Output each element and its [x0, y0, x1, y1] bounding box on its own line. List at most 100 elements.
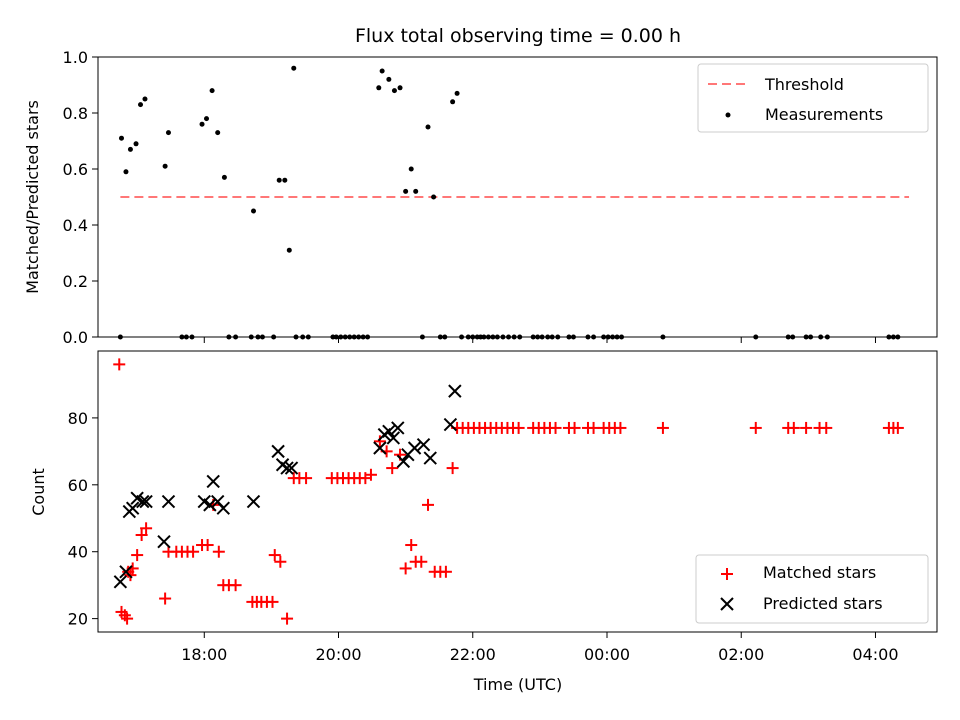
measurement-point [808, 334, 814, 340]
measurement-point [183, 334, 189, 340]
predicted-star-marker [386, 431, 401, 445]
measurement-point [282, 177, 288, 183]
matched-star-marker [656, 421, 669, 434]
measurement-point [803, 334, 809, 340]
matched-star-marker [268, 549, 281, 562]
measurement-point [566, 334, 572, 340]
measurement-point [619, 334, 625, 340]
measurement-point [376, 85, 382, 91]
measurement-point [338, 334, 344, 340]
measurement-point [391, 88, 397, 94]
predicted-star-marker [373, 441, 387, 455]
measurement-point [133, 141, 139, 147]
measurement-point [494, 334, 500, 340]
bottom-x-tick-label: 20:00 [315, 645, 361, 664]
measurement-point [386, 76, 392, 82]
matched-star-marker [568, 421, 581, 434]
measurement-point [259, 334, 265, 340]
measurement-point [785, 334, 791, 340]
predicted-star-marker [382, 424, 396, 438]
measurement-point [585, 334, 591, 340]
legend-threshold-label: Threshold [764, 75, 844, 94]
measurement-point [481, 334, 487, 340]
measurement-point [570, 334, 576, 340]
measurement-point [142, 96, 148, 102]
measurement-point [450, 99, 456, 105]
matched-star-marker [800, 421, 813, 434]
bottom-legend-box [695, 554, 929, 624]
top-legend: Threshold Measurements [697, 63, 929, 133]
measurement-point [511, 334, 517, 340]
top-y-axis-title: Matched/Predicted stars [23, 100, 42, 294]
predicted-star-marker [271, 444, 285, 459]
bottom-y-tick-label: 20 [68, 610, 88, 629]
bottom-y-tick-label: 40 [68, 543, 88, 562]
predicted-stars-series [113, 384, 462, 589]
matched-star-marker [549, 421, 562, 434]
measurement-point [413, 188, 419, 194]
measurement-point [408, 166, 414, 172]
matched-star-marker [212, 545, 225, 558]
measurement-point [189, 334, 195, 340]
matched-star-marker [159, 592, 172, 605]
measurement-point [790, 334, 796, 340]
measurement-point [123, 169, 129, 175]
legend-matched-label: Matched stars [763, 563, 876, 582]
bottom-x-axis-title: Time (UTC) [473, 675, 562, 694]
predicted-star-marker [443, 417, 458, 432]
measurement-point [233, 334, 239, 340]
matched-star-marker [266, 595, 279, 608]
measurement-point [660, 334, 666, 340]
matched-star-marker [405, 539, 418, 552]
bottom-x-tick-label: 04:00 [852, 645, 898, 664]
measurement-point [127, 146, 133, 152]
matched-star-marker [787, 421, 800, 434]
measurement-point [248, 334, 254, 340]
matched-star-marker [415, 555, 428, 568]
matched-star-marker [187, 545, 200, 558]
measurement-point [118, 135, 124, 141]
matched-star-marker [373, 435, 386, 448]
predicted-star-marker [448, 384, 462, 398]
measurement-point [506, 334, 512, 340]
predicted-star-marker [113, 575, 128, 589]
measurement-point [365, 334, 371, 340]
measurement-point [465, 334, 471, 340]
matched-star-marker [891, 421, 904, 434]
measurement-point [271, 334, 277, 340]
matched-star-marker [121, 612, 134, 625]
predicted-star-marker [280, 461, 294, 475]
top-y-tick-label: 0.8 [63, 104, 88, 123]
measurement-point [824, 334, 830, 340]
top-y-tick-label: 0.6 [63, 160, 88, 179]
bottom-plot-area [97, 350, 938, 633]
measurement-point [753, 334, 759, 340]
measurement-point [890, 334, 896, 340]
measurement-point [291, 65, 297, 71]
measurement-point [286, 247, 292, 253]
measurement-point [442, 334, 448, 340]
predicted-star-marker [139, 494, 153, 509]
measurement-point [226, 334, 232, 340]
measurement-point [454, 90, 460, 96]
bottom-x-tick-label: 02:00 [718, 645, 764, 664]
legend-predicted-label: Predicted stars [763, 594, 883, 613]
measurement-point [293, 334, 299, 340]
predicted-star-marker [119, 565, 133, 579]
bottom-y-axis-title: Count [29, 468, 48, 516]
predicted-star-marker [157, 534, 171, 549]
measurement-point [165, 130, 171, 136]
predicted-star-marker [391, 421, 405, 435]
measurement-point [199, 121, 205, 127]
matched-star-marker [820, 421, 833, 434]
measurement-point [549, 334, 555, 340]
measurement-point [117, 334, 123, 340]
matched-star-marker [399, 562, 412, 575]
matched-star-marker [386, 462, 399, 475]
legend-matched-swatch [721, 568, 733, 580]
predicted-star-marker [423, 451, 437, 465]
predicted-star-marker [246, 494, 261, 509]
matched-star-marker [229, 579, 242, 592]
measurement-point [209, 88, 215, 94]
